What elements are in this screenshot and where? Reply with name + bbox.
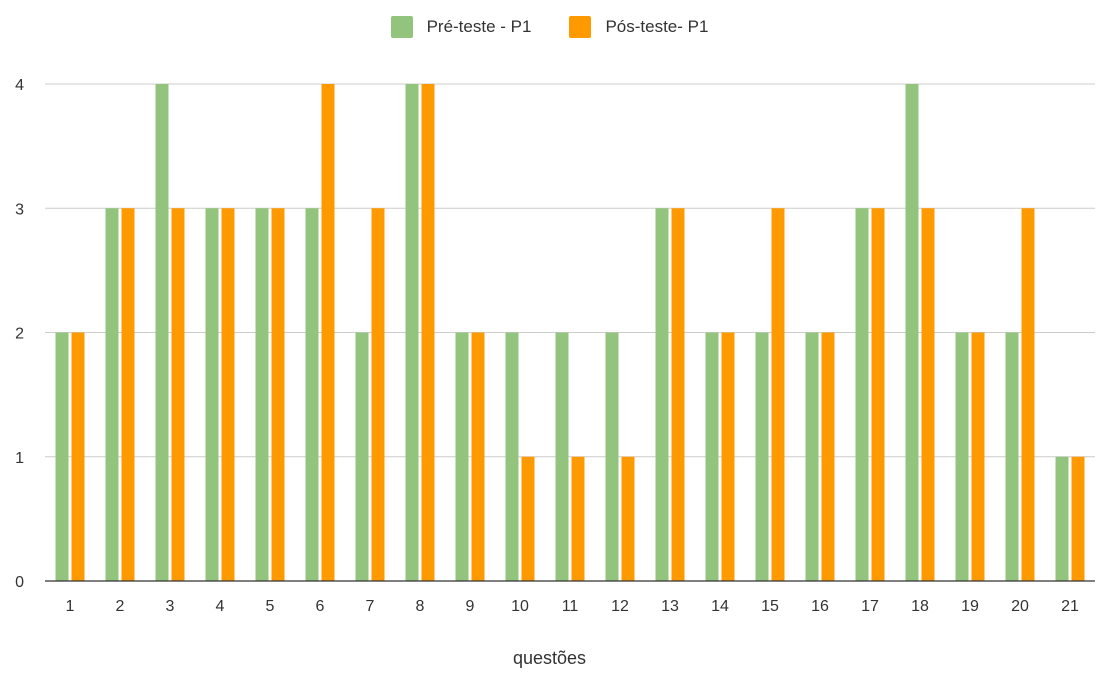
legend-swatch-pre-teste <box>390 16 413 38</box>
bar-pre-teste-11[interactable] <box>555 332 569 582</box>
bar-pre-teste-17[interactable] <box>855 208 869 581</box>
bar-pos-teste-15[interactable] <box>771 208 785 581</box>
x-tick-label: 16 <box>811 598 829 615</box>
bar-pre-teste-14[interactable] <box>705 332 719 582</box>
legend-label-pre-teste: Pré-teste - P1 <box>426 17 532 36</box>
bar-pre-teste-13[interactable] <box>655 208 669 581</box>
x-tick-label: 8 <box>416 598 425 615</box>
bar-pre-teste-20[interactable] <box>1005 332 1019 582</box>
x-tick-label: 17 <box>861 598 879 615</box>
x-tick-label: 10 <box>511 598 529 615</box>
bar-pre-teste-9[interactable] <box>455 332 469 582</box>
x-tick-label: 3 <box>166 598 175 615</box>
x-axis-ticks: 1 2 3 4 5 6 7 8 9 10 11 12 13 14 15 16 17 18 19 20 21 <box>66 598 1079 615</box>
x-tick-label: 9 <box>466 598 475 615</box>
y-tick-label: 0 <box>15 574 24 591</box>
x-tick-label: 13 <box>661 598 679 615</box>
x-tick-label: 2 <box>116 598 125 615</box>
bar-pre-teste-15[interactable] <box>755 332 769 582</box>
bar-pos-teste-11[interactable] <box>571 456 585 581</box>
bar-pos-teste-20[interactable] <box>1021 208 1035 581</box>
bar-pos-teste-18[interactable] <box>921 208 935 581</box>
x-tick-label: 1 <box>66 598 75 615</box>
bars <box>55 84 1085 582</box>
x-tick-label: 21 <box>1061 598 1079 615</box>
x-tick-label: 4 <box>216 598 225 615</box>
y-tick-label: 2 <box>15 326 24 343</box>
x-tick-label: 5 <box>266 598 275 615</box>
bar-pre-teste-7[interactable] <box>355 332 369 582</box>
bar-pre-teste-4[interactable] <box>205 208 219 581</box>
x-tick-label: 18 <box>911 598 929 615</box>
bar-pre-teste-10[interactable] <box>505 332 519 582</box>
x-tick-label: 20 <box>1011 598 1029 615</box>
bar-pre-teste-19[interactable] <box>955 332 969 582</box>
bar-pre-teste-18[interactable] <box>905 84 919 581</box>
x-tick-label: 19 <box>961 598 979 615</box>
grid-lines <box>45 83 1095 458</box>
bar-pos-teste-8[interactable] <box>421 84 435 581</box>
bar-pos-teste-3[interactable] <box>171 208 185 581</box>
x-tick-label: 15 <box>761 598 779 615</box>
legend-item-pre-teste[interactable]: Pré-teste - P1 <box>390 16 532 38</box>
bar-pre-teste-2[interactable] <box>105 208 119 581</box>
bar-pre-teste-21[interactable] <box>1055 456 1069 581</box>
bar-pos-teste-6[interactable] <box>321 84 335 581</box>
bar-pre-teste-16[interactable] <box>805 332 819 582</box>
legend-swatch-pos-teste <box>569 16 592 38</box>
y-tick-label: 3 <box>15 201 24 218</box>
bar-pos-teste-12[interactable] <box>621 456 635 581</box>
x-tick-label: 6 <box>316 598 325 615</box>
bar-pos-teste-21[interactable] <box>1071 456 1085 581</box>
bar-pos-teste-2[interactable] <box>121 208 135 581</box>
x-tick-label: 11 <box>562 598 579 615</box>
y-tick-label: 4 <box>15 77 24 94</box>
x-tick-label: 12 <box>611 598 629 615</box>
x-tick-label: 7 <box>366 598 375 615</box>
x-axis-title: questões <box>512 648 587 668</box>
bar-pos-teste-7[interactable] <box>371 208 385 581</box>
bar-pre-teste-5[interactable] <box>255 208 269 581</box>
bar-pos-teste-5[interactable] <box>271 208 285 581</box>
x-tick-label: 14 <box>711 598 729 615</box>
bar-pre-teste-1[interactable] <box>55 332 69 582</box>
bar-pos-teste-13[interactable] <box>671 208 685 581</box>
bar-pos-teste-4[interactable] <box>221 208 235 581</box>
bar-pos-teste-10[interactable] <box>521 456 535 581</box>
y-tick-label: 1 <box>15 450 24 467</box>
bar-pre-teste-12[interactable] <box>605 332 619 582</box>
bar-pos-teste-17[interactable] <box>871 208 885 581</box>
bar-pos-teste-14[interactable] <box>721 332 735 582</box>
bar-pre-teste-3[interactable] <box>155 84 169 581</box>
bar-pos-teste-19[interactable] <box>971 332 985 582</box>
legend: Pré-teste - P1 Pós-teste- P1 <box>0 16 1099 38</box>
bar-pos-teste-9[interactable] <box>471 332 485 582</box>
legend-label-pos-teste: Pós-teste- P1 <box>605 17 709 36</box>
legend-item-pos-teste[interactable]: Pós-teste- P1 <box>569 16 708 38</box>
y-axis-ticks: 0 1 2 3 4 <box>15 77 24 591</box>
bar-pos-teste-1[interactable] <box>71 332 85 582</box>
bar-pre-teste-8[interactable] <box>405 84 419 581</box>
bar-pre-teste-6[interactable] <box>305 208 319 581</box>
bar-pos-teste-16[interactable] <box>821 332 835 582</box>
